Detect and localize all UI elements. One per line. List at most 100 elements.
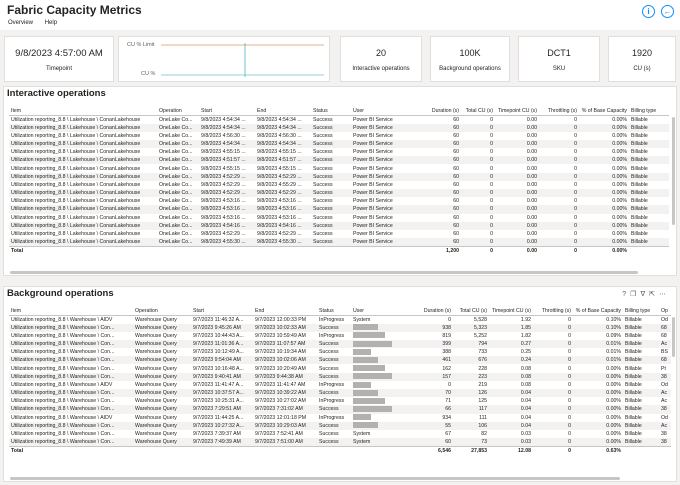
table-cell: Success	[313, 231, 333, 238]
table-row[interactable]: Utilization reporting_8.8 \ Lakehouse \ …	[9, 181, 669, 189]
column-header[interactable]: Start	[199, 101, 255, 116]
column-header[interactable]: Total CU (s)	[461, 101, 495, 116]
table-cell: 0.00%	[606, 365, 621, 372]
table-row[interactable]: Utilization reporting_8.8 \ Warehouse \ …	[9, 356, 671, 365]
table-row[interactable]: Utilization reporting_8.8 \ Warehouse \ …	[9, 315, 671, 324]
table-cell	[351, 332, 415, 340]
table-cell: 60	[421, 156, 461, 165]
table-row[interactable]: Utilization reporting_8.8 \ Warehouse \ …	[9, 397, 671, 405]
table-cell: 9/8/2023 4:54:34 ...	[199, 123, 255, 132]
column-header[interactable]: Billing type	[623, 301, 659, 316]
table-cell: 0.00	[526, 214, 537, 221]
table-cell: 60	[415, 438, 453, 447]
table-row[interactable]: Utilization reporting_8.8 \ Warehouse \ …	[9, 430, 671, 438]
table-cell: 9/7/2023 10:25:31 A...	[193, 398, 244, 405]
redacted-user	[353, 422, 378, 429]
column-header[interactable]: User	[351, 101, 421, 116]
column-header[interactable]: Billing type	[629, 101, 669, 116]
table-row[interactable]: Utilization reporting_8.8 \ Lakehouse \ …	[9, 115, 669, 124]
menu-overview[interactable]: Overview	[8, 20, 34, 26]
table-row[interactable]: Utilization reporting_8.8 \ Warehouse \ …	[9, 414, 671, 422]
table-cell: 1.85	[489, 323, 533, 332]
background-hscrollbar[interactable]	[10, 477, 620, 480]
table-row[interactable]: Utilization reporting_8.8 \ Lakehouse \ …	[9, 172, 669, 181]
table-cell: Success	[317, 389, 351, 398]
table-cell: Warehouse Query	[133, 389, 191, 398]
table-cell: 0.03	[489, 438, 533, 447]
table-row[interactable]: Utilization reporting_8.8 \ Warehouse \ …	[9, 381, 671, 389]
column-header[interactable]: Item	[9, 101, 157, 116]
table-row[interactable]: Utilization reporting_8.8 \ Lakehouse \ …	[9, 156, 669, 165]
table-cell: Power BI Service	[353, 231, 393, 238]
total-cell	[157, 246, 199, 256]
table-row[interactable]: Utilization reporting_8.8 \ Lakehouse \ …	[9, 123, 669, 132]
more-options-icon[interactable]: ⋯	[659, 291, 670, 298]
cu-card-label: CU (s)	[633, 66, 651, 72]
total-cell	[623, 446, 659, 456]
table-row[interactable]: Utilization reporting_8.8 \ Lakehouse \ …	[9, 205, 669, 214]
column-header[interactable]: Duration (s)	[421, 101, 461, 116]
column-header[interactable]: Start	[191, 301, 253, 316]
table-cell: Utilization reporting_8.8 \ Warehouse \ …	[9, 438, 133, 447]
table-cell: 60	[453, 165, 459, 172]
table-row[interactable]: Utilization reporting_8.8 \ Warehouse \ …	[9, 438, 671, 447]
table-cell: 0.10%	[606, 316, 621, 323]
copy-icon[interactable]: ❐	[630, 291, 641, 298]
table-row[interactable]: Utilization reporting_8.8 \ Lakehouse \ …	[9, 214, 669, 222]
column-header[interactable]: Throttling (s)	[539, 101, 579, 116]
column-header[interactable]: Operation	[133, 301, 191, 316]
table-row[interactable]: Utilization reporting_8.8 \ Warehouse \ …	[9, 364, 671, 372]
column-header[interactable]: Duration (s)	[415, 301, 453, 316]
table-row[interactable]: Utilization reporting_8.8 \ Warehouse \ …	[9, 389, 671, 398]
table-row[interactable]: Utilization reporting_8.8 \ Warehouse \ …	[9, 332, 671, 340]
table-cell: Success	[313, 181, 333, 188]
column-header[interactable]: Operation	[157, 101, 199, 116]
table-row[interactable]: Utilization reporting_8.8 \ Warehouse \ …	[9, 372, 671, 381]
column-header[interactable]: End	[253, 301, 317, 316]
table-row[interactable]: Utilization reporting_8.8 \ Lakehouse \ …	[9, 132, 669, 140]
table-row[interactable]: Utilization reporting_8.8 \ Warehouse \ …	[9, 405, 671, 414]
table-row[interactable]: Utilization reporting_8.8 \ Lakehouse \ …	[9, 148, 669, 156]
column-header[interactable]: Timepoint CU (s)	[495, 101, 539, 116]
table-row[interactable]: Utilization reporting_8.8 \ Lakehouse \ …	[9, 164, 669, 172]
table-row[interactable]: Utilization reporting_8.8 \ Warehouse \ …	[9, 323, 671, 332]
column-header[interactable]: Item	[9, 301, 133, 316]
column-header[interactable]: % of Base Capacity	[579, 101, 629, 116]
column-header[interactable]: Status	[317, 301, 351, 316]
menu-help[interactable]: Help	[44, 20, 58, 26]
column-header[interactable]: % of Base Capacity	[573, 301, 623, 316]
table-cell: 0.00%	[579, 156, 629, 165]
table-row[interactable]: Utilization reporting_8.8 \ Lakehouse \ …	[9, 238, 669, 247]
table-row[interactable]: Utilization reporting_8.8 \ Warehouse \ …	[9, 339, 671, 349]
filter-icon[interactable]: ∇	[640, 291, 650, 298]
column-header[interactable]: User	[351, 301, 415, 316]
redacted-user	[353, 365, 385, 372]
table-cell: OneLake Co...	[159, 132, 193, 139]
table-row[interactable]: Utilization reporting_8.8 \ Lakehouse \ …	[9, 197, 669, 205]
column-header[interactable]: End	[255, 101, 311, 116]
column-header[interactable]: Timepoint CU (s)	[489, 301, 533, 316]
table-row[interactable]: Utilization reporting_8.8 \ Lakehouse \ …	[9, 230, 669, 238]
column-header[interactable]: Status	[311, 101, 351, 116]
interactive-hscrollbar[interactable]	[10, 271, 638, 274]
focus-mode-icon[interactable]: ⇱	[649, 291, 659, 298]
info-icon[interactable]: i	[642, 5, 655, 18]
table-row[interactable]: Utilization reporting_8.8 \ Lakehouse \ …	[9, 221, 669, 230]
column-header[interactable]: Throttling (s)	[533, 301, 573, 316]
help-icon[interactable]: ?	[622, 291, 631, 298]
background-vscrollbar[interactable]	[672, 317, 675, 357]
table-cell: 1.82	[520, 332, 531, 339]
table-row[interactable]: Utilization reporting_8.8 \ Lakehouse \ …	[9, 139, 669, 149]
table-row[interactable]: Utilization reporting_8.8 \ Warehouse \ …	[9, 421, 671, 430]
table-cell: 9/7/2023 7:52:41 AM	[255, 431, 303, 438]
table-row[interactable]: Utilization reporting_8.8 \ Lakehouse \ …	[9, 189, 669, 198]
back-arrow-icon[interactable]: ←	[661, 5, 674, 18]
table-row[interactable]: Utilization reporting_8.8 \ Warehouse \ …	[9, 348, 671, 356]
column-header[interactable]: Op	[659, 301, 671, 316]
table-cell: 9/7/2023 11:01:36 A...	[191, 339, 253, 349]
table-cell: 67	[445, 431, 451, 438]
interactive-vscrollbar[interactable]	[672, 117, 675, 225]
redacted-user	[353, 414, 371, 421]
column-header[interactable]: Total CU (s)	[453, 301, 489, 316]
table-cell: 9/8/2023 4:51:57 ...	[199, 156, 255, 165]
